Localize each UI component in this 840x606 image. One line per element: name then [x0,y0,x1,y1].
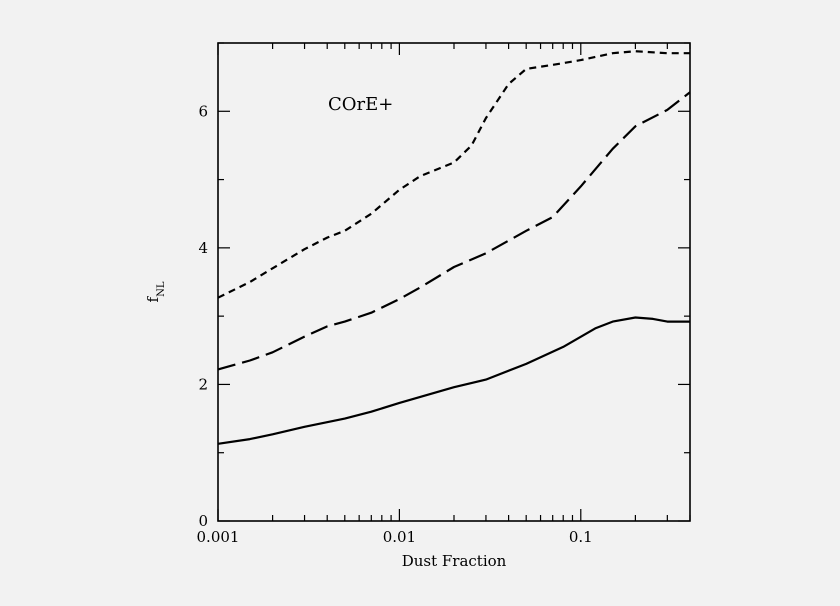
series-line-solid [217,316,690,445]
y-tick-label: 0 [198,512,208,530]
series-line-long-dash [217,91,691,371]
y-tick-label: 6 [198,102,208,120]
series-layer [217,50,691,445]
plot-frame [217,42,691,522]
y-axis-label-subscript: NL [156,281,167,297]
y-tick-label: 2 [198,375,208,393]
annotation-label: COrE+ [328,94,393,115]
y-axis-label: fNL [144,281,167,302]
y-axis-label-main: f [144,295,162,302]
x-axis-label: Dust Fraction [402,552,507,570]
x-tick-label: 0.01 [383,528,416,546]
series-line-short-dash [217,50,690,299]
svg-text:fNL: fNL [144,281,167,302]
y-tick-label: 4 [198,239,208,257]
x-tick-label: 0.001 [197,528,240,546]
x-tick-label: 0.1 [569,528,593,546]
ticks-layer: 0.001 0.01 0.1 0 2 4 6 [197,42,691,546]
